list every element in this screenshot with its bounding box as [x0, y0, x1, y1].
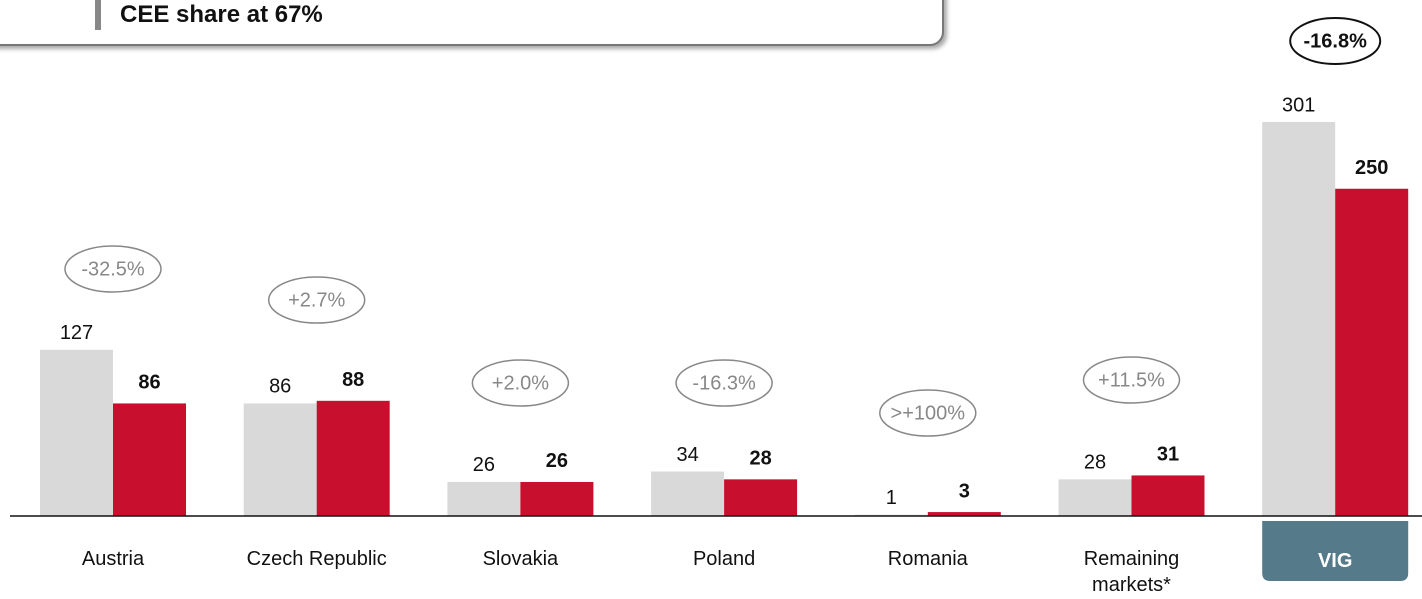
x-tick-label: Slovakia [482, 548, 559, 570]
value-label: 28 [749, 448, 771, 470]
change-label: -16.3% [692, 372, 756, 394]
bar [1058, 479, 1132, 516]
x-tick-label: Czech Republic [246, 548, 387, 570]
value-label: 3 [959, 480, 970, 502]
value-label: 1 [886, 487, 897, 509]
value-label: 86 [269, 376, 291, 398]
bar [113, 403, 186, 516]
value-label: 86 [138, 372, 160, 394]
x-tick-label: Remaining markets* [1083, 548, 1180, 596]
change-bubble [1289, 17, 1382, 65]
bar [316, 400, 390, 516]
bar [40, 349, 113, 516]
value-label: 26 [473, 454, 495, 476]
value-label: 250 [1355, 157, 1388, 179]
value-label: 88 [342, 369, 364, 391]
bar [447, 481, 521, 516]
value-label: 28 [1084, 452, 1106, 474]
title-banner [0, 0, 944, 46]
bar [520, 481, 594, 516]
change-bubble [64, 245, 162, 293]
change-label: +2.0% [492, 372, 549, 394]
value-label: 301 [1282, 94, 1315, 116]
bar [724, 479, 798, 516]
bar [927, 512, 1001, 516]
bar [1131, 475, 1205, 516]
title-accent [95, 0, 101, 30]
bar [651, 471, 725, 516]
change-label: -16.8% [1304, 30, 1368, 52]
change-bubble [1082, 356, 1181, 404]
x-tick-label: Romania [887, 548, 968, 570]
change-bubble [471, 359, 570, 407]
bar [1335, 188, 1409, 516]
change-label: -32.5% [81, 258, 145, 280]
change-label: >+100% [891, 402, 966, 424]
value-label: 34 [676, 444, 698, 466]
change-bubble [879, 389, 977, 437]
chart-title: CEE share at 67% [120, 1, 323, 28]
value-label: 31 [1157, 444, 1179, 466]
change-label: +2.7% [288, 289, 345, 311]
x-tick-label: Poland [692, 548, 756, 570]
change-bubble [675, 359, 773, 407]
value-label: 26 [546, 450, 568, 472]
x-tick-label: Austria [81, 548, 145, 570]
change-bubble [267, 276, 366, 324]
x-tick-label: VIG [1317, 550, 1353, 572]
bar [243, 403, 317, 516]
highlight-box [1262, 521, 1409, 581]
bar [1262, 121, 1336, 516]
value-label: 127 [60, 322, 93, 344]
change-label: +11.5% [1098, 369, 1165, 391]
